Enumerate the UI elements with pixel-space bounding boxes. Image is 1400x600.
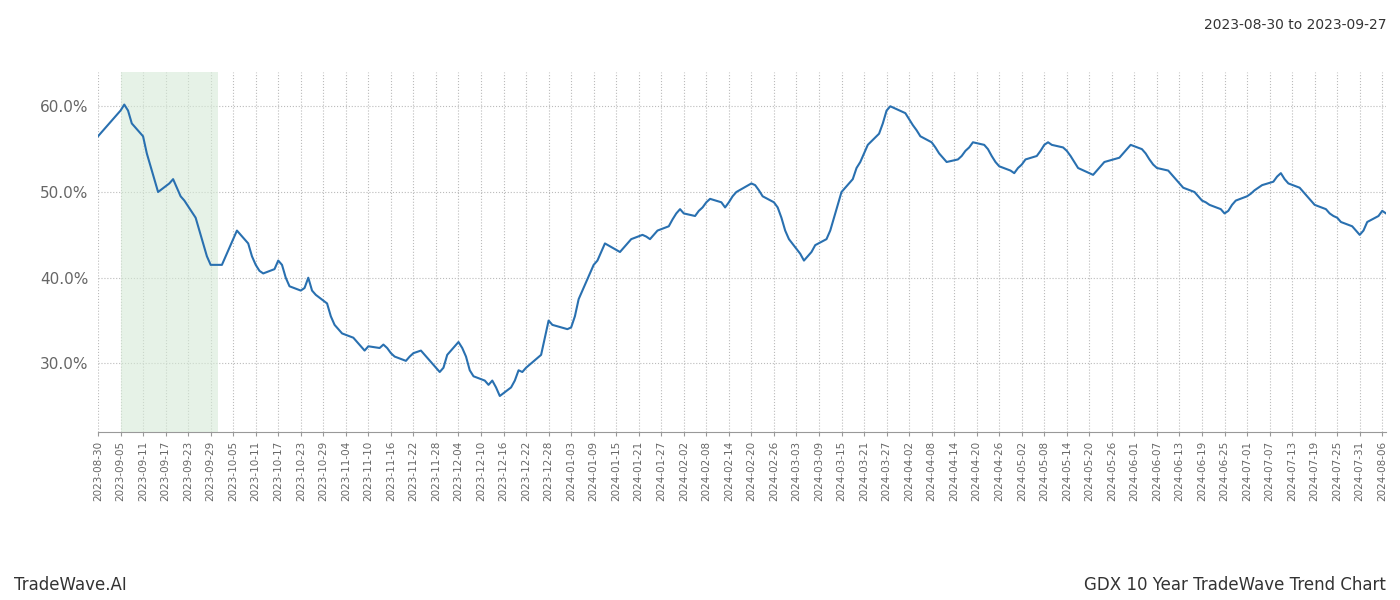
Bar bbox=[120, 72, 218, 432]
Text: GDX 10 Year TradeWave Trend Chart: GDX 10 Year TradeWave Trend Chart bbox=[1084, 576, 1386, 594]
Text: TradeWave.AI: TradeWave.AI bbox=[14, 576, 127, 594]
Text: 2023-08-30 to 2023-09-27: 2023-08-30 to 2023-09-27 bbox=[1204, 18, 1386, 32]
